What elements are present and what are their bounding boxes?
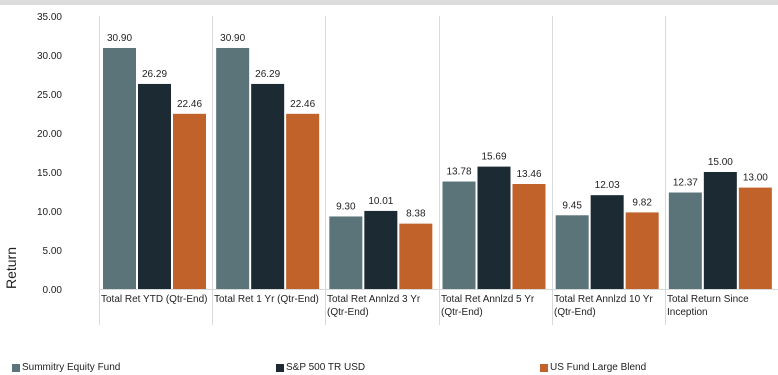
bar xyxy=(668,192,702,289)
y-tick-label: 25.00 xyxy=(37,90,62,101)
x-tick-label: Total Ret 1 Yr (Qtr-End) xyxy=(214,294,319,305)
y-tick-label: 35.00 xyxy=(37,12,62,23)
bar xyxy=(625,212,659,289)
bar xyxy=(251,83,285,289)
legend-item-sp500: S&P 500 TR USD xyxy=(276,362,365,374)
x-tick-label: Total Return Since Inception xyxy=(667,294,749,318)
legend-label: S&P 500 TR USD xyxy=(286,362,366,373)
data-label: 22.46 xyxy=(177,99,202,110)
bar xyxy=(103,47,136,290)
legend-swatch xyxy=(276,364,284,372)
legend-item-summitry: Summitry Equity Fund xyxy=(12,362,120,374)
bar xyxy=(738,187,772,289)
y-tick-label: 30.00 xyxy=(37,51,62,62)
data-label: 13.00 xyxy=(743,173,768,184)
data-label: 8.38 xyxy=(406,209,426,220)
bar xyxy=(364,210,398,289)
y-tick-label: 20.00 xyxy=(37,129,62,140)
data-label: 26.29 xyxy=(142,69,167,80)
x-tick-label: Total Ret YTD (Qtr-End) xyxy=(101,294,208,305)
data-label: 30.90 xyxy=(220,33,245,44)
bar xyxy=(173,113,206,289)
data-label: 15.69 xyxy=(481,152,506,163)
y-tick-label: 0.00 xyxy=(43,285,63,296)
data-label: 15.00 xyxy=(708,157,733,168)
data-label: 13.78 xyxy=(446,167,471,178)
y-tick-label: 10.00 xyxy=(37,207,62,218)
bar xyxy=(512,184,546,289)
x-tick-label: Total Ret Annlzd 10 Yr (Qtr-End) xyxy=(554,294,653,318)
bar xyxy=(286,113,320,289)
data-label: 9.82 xyxy=(632,197,652,208)
bar xyxy=(399,223,433,289)
bar xyxy=(329,216,363,289)
bar xyxy=(477,166,511,289)
legend-label: Summitry Equity Fund xyxy=(22,362,121,373)
data-label: 12.03 xyxy=(595,180,620,191)
data-label: 12.37 xyxy=(673,178,698,189)
bar xyxy=(216,47,250,290)
bar xyxy=(703,172,737,289)
data-label-layer: 30.90 30.90 9.30 13.78 9.45 12.37 26.29 26.29 10… xyxy=(107,33,768,220)
data-label: 22.46 xyxy=(290,99,315,110)
legend-item-us-fund: US Fund Large Blend xyxy=(540,362,646,374)
x-tick-label: Total Ret Annlzd 5 Yr (Qtr-End) xyxy=(441,294,535,318)
legend-swatch xyxy=(12,364,20,372)
data-label: 26.29 xyxy=(255,69,280,80)
legend-label: US Fund Large Blend xyxy=(550,362,647,373)
data-label: 9.30 xyxy=(336,201,356,212)
x-tick-label: Total Ret Annlzd 3 Yr (Qtr-End) xyxy=(327,294,421,318)
bar xyxy=(442,181,476,289)
data-label: 30.90 xyxy=(107,33,132,44)
bar xyxy=(138,83,171,289)
axis-layer: 0.00 5.00 10.00 15.00 20.00 25.00 30.00 35.00 xyxy=(37,12,778,325)
top-border xyxy=(0,0,778,5)
legend-swatch xyxy=(540,364,548,372)
y-tick-label: 5.00 xyxy=(43,246,63,257)
bar-layer xyxy=(103,47,772,290)
y-tick-label: 15.00 xyxy=(37,168,62,179)
bar xyxy=(555,215,589,289)
y-axis-label: Return xyxy=(3,247,19,289)
data-label: 9.45 xyxy=(562,200,582,211)
legend: Summitry Equity Fund S&P 500 TR USD US F… xyxy=(0,362,778,375)
bar xyxy=(590,195,624,289)
data-label: 10.01 xyxy=(368,196,393,207)
data-label: 13.46 xyxy=(516,169,541,180)
